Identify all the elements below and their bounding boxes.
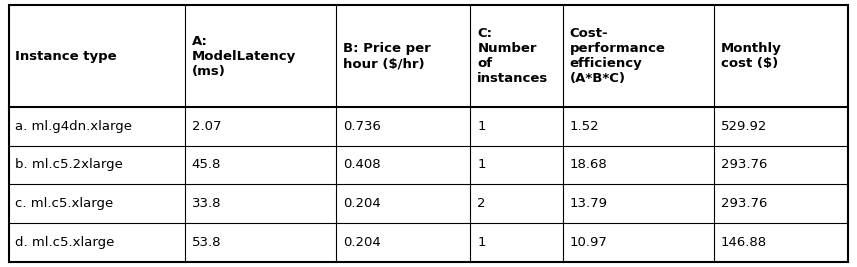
Text: 18.68: 18.68 (570, 158, 608, 171)
Text: 2: 2 (477, 197, 486, 210)
Text: B: Price per
hour ($/hr): B: Price per hour ($/hr) (343, 42, 431, 70)
Text: 13.79: 13.79 (570, 197, 608, 210)
Text: c. ml.c5.xlarge: c. ml.c5.xlarge (15, 197, 114, 210)
Bar (714, 107, 848, 146)
Text: 53.8: 53.8 (192, 236, 221, 249)
Text: 1: 1 (477, 158, 486, 171)
Text: 10.97: 10.97 (570, 236, 608, 249)
Bar (336, 107, 470, 146)
Text: 0.736: 0.736 (343, 120, 381, 133)
Bar (9, 5, 185, 107)
Bar (336, 223, 470, 262)
Bar (336, 184, 470, 223)
Text: 0.204: 0.204 (343, 197, 381, 210)
Bar (714, 184, 848, 223)
Text: d. ml.c5.xlarge: d. ml.c5.xlarge (15, 236, 115, 249)
Text: 146.88: 146.88 (721, 236, 767, 249)
Text: b. ml.c5.2xlarge: b. ml.c5.2xlarge (15, 158, 123, 171)
Bar (470, 5, 563, 107)
Bar (563, 184, 714, 223)
Text: Monthly
cost ($): Monthly cost ($) (721, 42, 782, 70)
Text: 0.204: 0.204 (343, 236, 381, 249)
Bar (563, 5, 714, 107)
Text: 1: 1 (477, 120, 486, 133)
Bar (185, 184, 336, 223)
Text: Instance type: Instance type (15, 50, 117, 62)
Text: C:
Number
of
instances: C: Number of instances (477, 27, 548, 85)
Bar (336, 146, 470, 184)
Bar (9, 184, 185, 223)
Text: 293.76: 293.76 (721, 158, 767, 171)
Bar (470, 223, 563, 262)
Bar (563, 146, 714, 184)
Text: 1.52: 1.52 (570, 120, 599, 133)
Bar (185, 223, 336, 262)
Bar (185, 146, 336, 184)
Text: a. ml.g4dn.xlarge: a. ml.g4dn.xlarge (15, 120, 133, 133)
Bar (9, 223, 185, 262)
Text: 0.408: 0.408 (343, 158, 381, 171)
Bar (185, 107, 336, 146)
Text: Cost-
performance
efficiency
(A*B*C): Cost- performance efficiency (A*B*C) (570, 27, 666, 85)
Bar (563, 223, 714, 262)
Text: A:
ModelLatency
(ms): A: ModelLatency (ms) (192, 34, 296, 78)
Text: 293.76: 293.76 (721, 197, 767, 210)
Text: 1: 1 (477, 236, 486, 249)
Text: 529.92: 529.92 (721, 120, 767, 133)
Bar (563, 107, 714, 146)
Text: 2.07: 2.07 (192, 120, 221, 133)
Text: 45.8: 45.8 (192, 158, 221, 171)
Bar (9, 146, 185, 184)
Bar (336, 5, 470, 107)
Bar (470, 146, 563, 184)
Text: 33.8: 33.8 (192, 197, 221, 210)
Bar (9, 107, 185, 146)
Bar (714, 146, 848, 184)
Bar (714, 5, 848, 107)
Bar (185, 5, 336, 107)
Bar (470, 184, 563, 223)
Bar (470, 107, 563, 146)
Bar (714, 223, 848, 262)
